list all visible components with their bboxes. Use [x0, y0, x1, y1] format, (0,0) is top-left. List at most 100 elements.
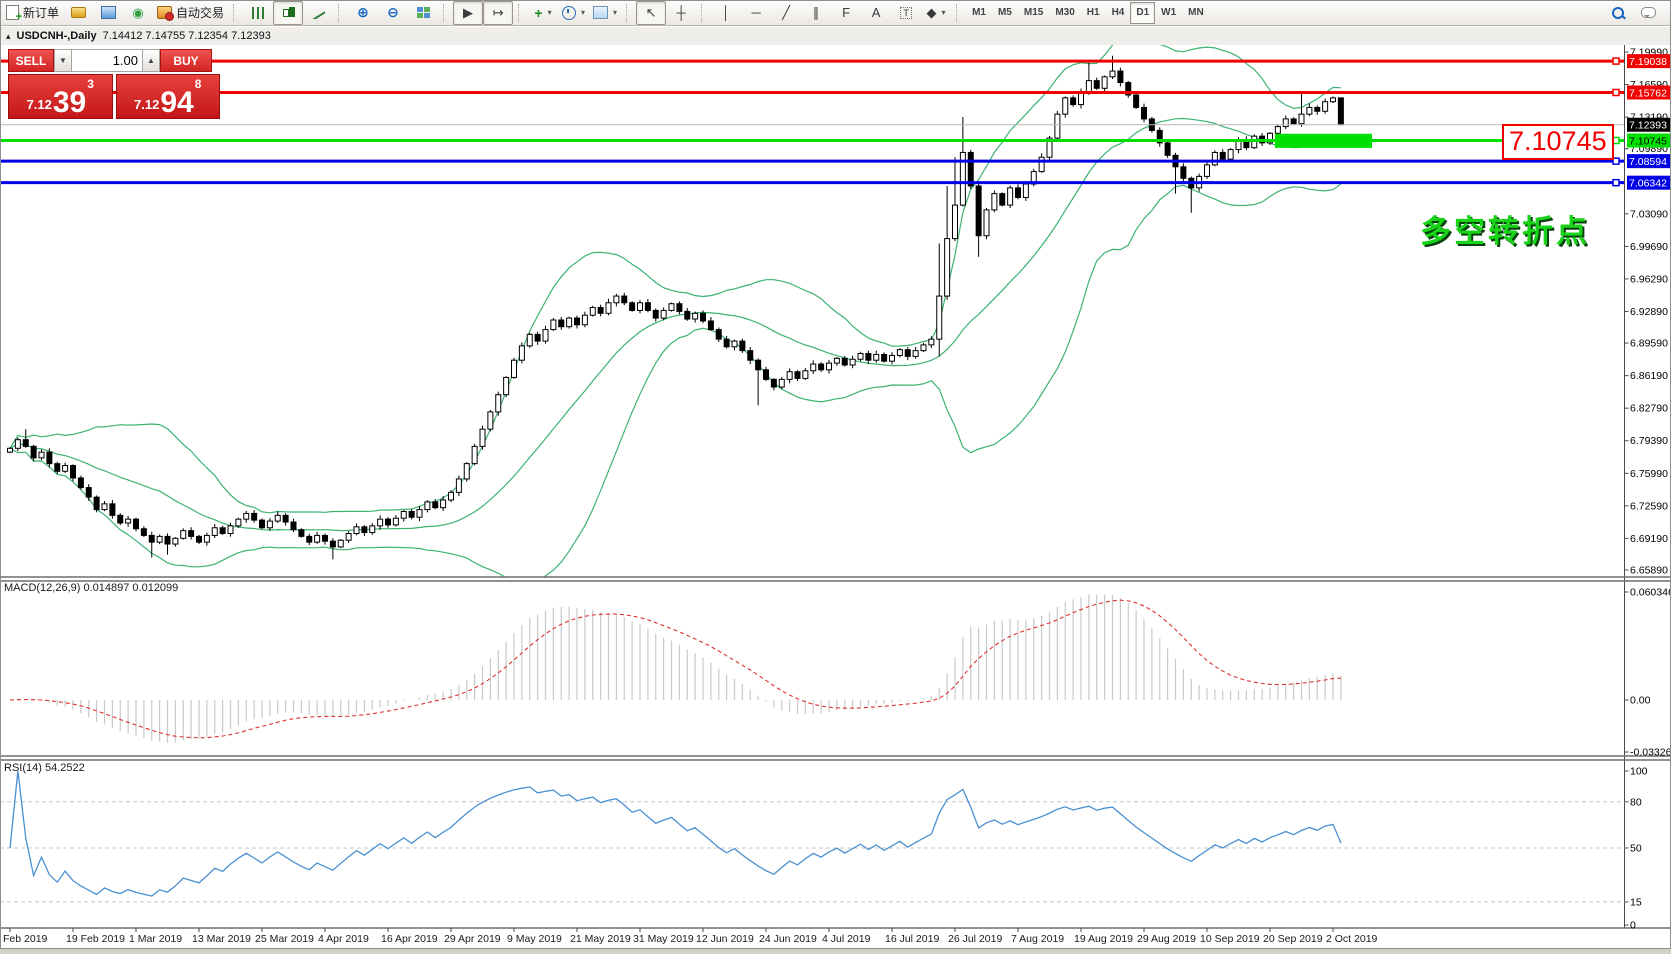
svg-text:7 Aug 2019: 7 Aug 2019: [1011, 933, 1064, 945]
indicators-button[interactable]: + ▾: [528, 1, 558, 25]
search-icon: [1612, 6, 1624, 19]
market-watch-icon: [100, 6, 116, 19]
signals-icon: ◉: [132, 4, 144, 20]
zoom-in-button[interactable]: ⊕: [348, 1, 378, 25]
svg-text:6.72590: 6.72590: [1630, 500, 1668, 512]
horizontal-line-icon: ─: [751, 5, 761, 20]
bar-chart-icon: [251, 6, 265, 19]
toolbar-separator: [956, 3, 964, 22]
periods-button[interactable]: ▾: [558, 1, 589, 25]
chevron-down-icon: ▾: [581, 8, 586, 17]
price-callout-label[interactable]: 7.10745: [1502, 124, 1614, 160]
candlestick-chart-button[interactable]: [273, 0, 304, 25]
timeframe-D1[interactable]: D1: [1130, 1, 1156, 24]
svg-text:0: 0: [1630, 920, 1636, 932]
buy-button[interactable]: BUY: [160, 49, 212, 72]
trendline-icon: ╱: [782, 4, 790, 20]
volume-decrease-button[interactable]: ▼: [54, 49, 72, 72]
one-click-trade-panel: SELL ▼ ▲ BUY 7.12 39 3 7.12 94 8: [8, 49, 220, 119]
timeframe-M15[interactable]: M15: [1023, 7, 1044, 18]
svg-text:29 Aug 2019: 29 Aug 2019: [1137, 933, 1196, 945]
svg-text:7.03090: 7.03090: [1630, 208, 1668, 220]
ask-quote[interactable]: 7.12 94 8: [115, 74, 220, 119]
chart-profile-button[interactable]: [63, 1, 93, 25]
timeframe-H4[interactable]: H4: [1111, 7, 1125, 18]
bid-quote[interactable]: 7.12 39 3: [8, 74, 113, 119]
templates-icon: [593, 6, 609, 19]
volume-input[interactable]: [72, 49, 142, 72]
svg-text:6.75990: 6.75990: [1630, 468, 1668, 480]
timeframe-M1[interactable]: M1: [972, 7, 986, 18]
bid-sup-digit: 3: [87, 77, 94, 91]
cursor-button[interactable]: ↖: [636, 0, 667, 25]
chart-shift-button[interactable]: ↦: [483, 0, 514, 25]
shapes-button[interactable]: ◆ ▾: [921, 1, 951, 25]
tile-windows-button[interactable]: [408, 1, 438, 25]
timeframe-toolbar: M1 M5 M15 M30 H1 H4 D1 W1 MN: [966, 1, 1210, 24]
market-watch-button[interactable]: [93, 1, 123, 25]
svg-text:6.99690: 6.99690: [1630, 241, 1668, 253]
indicators-icon: +: [534, 4, 543, 21]
autotrading-button[interactable]: 自动交易: [153, 1, 228, 25]
label-tool-button[interactable]: T: [891, 1, 921, 25]
svg-text:4 Apr 2019: 4 Apr 2019: [318, 933, 369, 945]
timeframe-W1[interactable]: W1: [1161, 7, 1177, 18]
volume-increase-button[interactable]: ▲: [142, 49, 160, 72]
sell-button[interactable]: SELL: [8, 49, 54, 72]
chat-button[interactable]: [1633, 1, 1663, 25]
svg-text:7.12393: 7.12393: [1629, 120, 1667, 132]
svg-text:29 Apr 2019: 29 Apr 2019: [444, 933, 501, 945]
svg-text:20 Sep 2019: 20 Sep 2019: [1263, 933, 1323, 945]
svg-text:15: 15: [1630, 896, 1642, 908]
svg-text:13 Mar 2019: 13 Mar 2019: [192, 933, 251, 945]
crosshair-icon: ┼: [676, 5, 686, 20]
toolbar-separator: [518, 3, 526, 22]
svg-text:26 Jul 2019: 26 Jul 2019: [948, 933, 1002, 945]
main-toolbar: 新订单 ◉ 自动交易 ⊕ ⊖ ▶ ↦ +▾ ▾ ▾ ↖ ┼ │ ─ ╱ ∥ F …: [0, 0, 1671, 26]
svg-text:7.08594: 7.08594: [1629, 156, 1667, 168]
toolbar-separator: [626, 3, 634, 22]
svg-text:9 May 2019: 9 May 2019: [507, 933, 562, 945]
svg-text:80: 80: [1630, 796, 1642, 808]
label-icon: T: [900, 6, 912, 19]
text-tool-button[interactable]: A: [861, 1, 891, 25]
svg-text:10 Sep 2019: 10 Sep 2019: [1200, 933, 1260, 945]
vertical-line-button[interactable]: │: [711, 1, 741, 25]
templates-button[interactable]: ▾: [589, 1, 621, 25]
svg-text:6.79390: 6.79390: [1630, 435, 1668, 447]
svg-text:19 Feb 2019: 19 Feb 2019: [66, 933, 125, 945]
search-button[interactable]: [1603, 1, 1633, 25]
toolbar-separator: [233, 3, 241, 22]
bid-prefix: 7.12: [26, 97, 52, 112]
auto-scroll-button[interactable]: ▶: [453, 0, 484, 25]
timeframe-M5[interactable]: M5: [997, 7, 1012, 18]
zoom-out-icon: ⊖: [387, 4, 399, 20]
collapse-icon[interactable]: ▴: [6, 30, 11, 41]
signals-button[interactable]: ◉: [123, 1, 153, 25]
fibonacci-button[interactable]: F: [831, 1, 861, 25]
bar-chart-button[interactable]: [243, 1, 273, 25]
horizontal-line-button[interactable]: ─: [741, 1, 771, 25]
svg-text:12 Jun 2019: 12 Jun 2019: [696, 933, 754, 945]
timeframe-MN[interactable]: MN: [1188, 7, 1204, 18]
svg-text:1 Mar 2019: 1 Mar 2019: [129, 933, 182, 945]
svg-text:16 Jul 2019: 16 Jul 2019: [885, 933, 939, 945]
channel-icon: ∥: [812, 4, 820, 20]
timeframe-M30[interactable]: M30: [1055, 7, 1075, 18]
svg-text:21 May 2019: 21 May 2019: [570, 933, 631, 945]
trendline-button[interactable]: ╱: [771, 1, 801, 25]
svg-text:-0.033267: -0.033267: [1630, 747, 1671, 759]
shapes-icon: ◆: [926, 4, 937, 20]
crosshair-button[interactable]: ┼: [666, 1, 696, 25]
ask-sup-digit: 8: [194, 77, 202, 91]
zoom-out-button[interactable]: ⊖: [378, 1, 408, 25]
svg-text:100: 100: [1630, 766, 1648, 778]
fibonacci-icon: F: [842, 5, 851, 20]
chart-window-titlebar: ▴ USDCNH-,Daily 7.14412 7.14755 7.12354 …: [0, 27, 1671, 45]
timeframe-H1[interactable]: H1: [1086, 7, 1100, 18]
channel-button[interactable]: ∥: [801, 1, 831, 25]
chart-shift-icon: ↦: [492, 4, 504, 20]
new-order-button[interactable]: 新订单: [2, 1, 63, 25]
chart-annotation-text[interactable]: 多空转折点: [1420, 214, 1590, 249]
